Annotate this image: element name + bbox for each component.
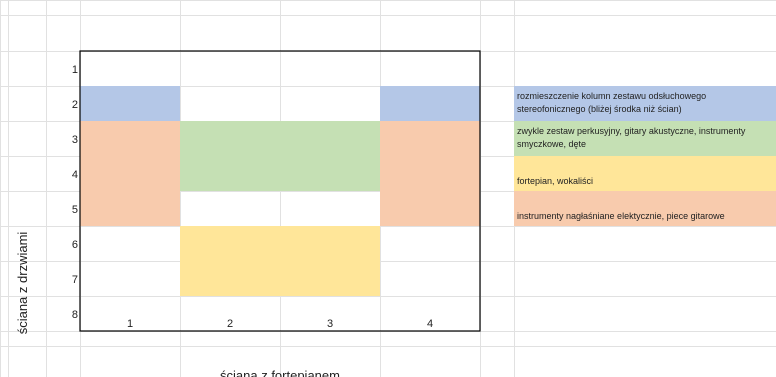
zone-amplified-left [80, 121, 180, 226]
legend-piano-vocals-text: fortepian, wokaliści [517, 176, 593, 186]
column-number: 2 [227, 318, 233, 330]
column-numbers: 1 2 3 4 [127, 318, 433, 330]
side-wall-label: ściana z drzwiami [15, 232, 30, 335]
row-number: 7 [72, 274, 78, 286]
legend-speakers-text: stereofonicznego (bliżej środka niż ścia… [517, 104, 682, 114]
zone-acoustic-center [180, 121, 380, 191]
stage-zones [80, 86, 480, 296]
zone-speakers-left [80, 86, 180, 121]
bottom-wall-label: ściana z fortepianem [220, 368, 340, 377]
zone-speakers-right [380, 86, 480, 121]
legend-speakers-swatch [514, 86, 776, 121]
row-number: 1 [72, 64, 78, 76]
legend-acoustic-text: smyczkowe, dęte [517, 139, 586, 149]
row-numbers: 1 2 3 4 5 6 7 8 [72, 64, 78, 321]
row-number: 3 [72, 134, 78, 146]
row-number: 4 [72, 169, 78, 181]
row-number: 8 [72, 309, 78, 321]
zone-piano-vocals [180, 226, 380, 296]
column-number: 3 [327, 318, 333, 330]
zone-amplified-right [380, 121, 480, 226]
legend-amplified-text: instrumenty nagłaśniane elektycznie, pie… [517, 211, 725, 221]
row-number: 2 [72, 99, 78, 111]
room-frame [79, 50, 481, 332]
column-number: 4 [427, 318, 433, 330]
row-number: 5 [72, 204, 78, 216]
column-number: 1 [127, 318, 133, 330]
legend-piano-vocals-swatch [514, 156, 776, 191]
legend-speakers-text: rozmieszczenie kolumn zestawu odsłuchowe… [517, 91, 706, 101]
legend: rozmieszczenie kolumn zestawu odsłuchowe… [514, 86, 776, 226]
row-number: 6 [72, 239, 78, 251]
legend-amplified-swatch [514, 191, 776, 226]
legend-acoustic-text: zwykle zestaw perkusyjny, gitary akustyc… [517, 126, 746, 136]
legend-acoustic-swatch [514, 121, 776, 156]
